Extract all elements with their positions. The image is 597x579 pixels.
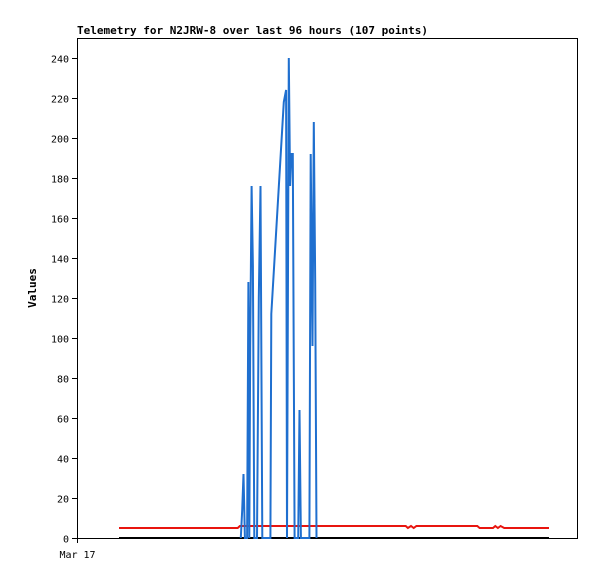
- y-tick-label: 60: [57, 415, 69, 426]
- y-tick-label: 120: [51, 295, 69, 306]
- y-tick-label: 80: [57, 375, 69, 386]
- y-axis-ticks: 0 20 40 60 80 100 120 140 160 180 200 220 240: [51, 55, 77, 546]
- y-tick-label: 0: [63, 535, 69, 546]
- series-line-0: [239, 57, 318, 539]
- y-tick-label: 40: [57, 455, 69, 466]
- plot-frame: [77, 38, 578, 539]
- series-line-1: [119, 524, 549, 530]
- y-axis-label: Values: [26, 268, 39, 308]
- y-tick-label: 240: [51, 55, 69, 66]
- chart-title: Telemetry for N2JRW-8 over last 96 hours…: [77, 24, 428, 37]
- y-tick-label: 100: [51, 335, 69, 346]
- y-tick-label: 220: [51, 95, 69, 106]
- y-tick-label: 140: [51, 255, 69, 266]
- y-tick-label: 160: [51, 215, 69, 226]
- y-tick-label: 180: [51, 175, 69, 186]
- y-tick-label: 200: [51, 135, 69, 146]
- y-tick-label: 20: [57, 495, 69, 506]
- series-layer: [119, 57, 549, 539]
- x-axis-ticks: Mar 17: [59, 538, 96, 561]
- x-tick-label: Mar 17: [59, 550, 95, 561]
